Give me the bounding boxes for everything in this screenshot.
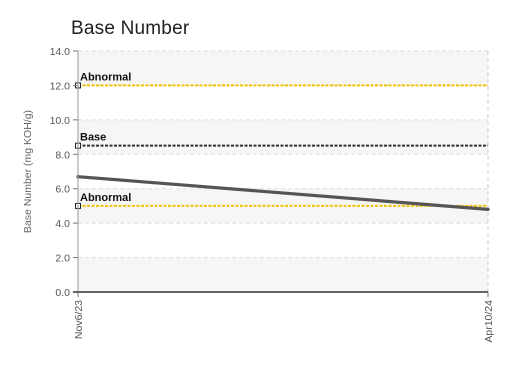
- reference-label: Base: [80, 132, 106, 144]
- y-tick-label: 14.0: [50, 46, 71, 58]
- y-tick-label: 4.0: [55, 218, 70, 230]
- grid-bands: [78, 51, 488, 292]
- y-tick-label: 0.0: [55, 287, 70, 299]
- y-tick-label: 8.0: [55, 149, 70, 161]
- tick-labels: 0.0 2.0 4.0 6.0 8.0 10.0 12.0 14.0 Base Number (…: [22, 46, 495, 343]
- series-group: [76, 175, 490, 211]
- grid-band: [78, 119, 488, 155]
- grid-band: [78, 51, 488, 86]
- x-tick-label: Apr10/24: [483, 300, 495, 343]
- reference-label: Abnormal: [80, 192, 131, 204]
- series-line: [76, 175, 490, 211]
- grid-band: [78, 257, 488, 292]
- data-point: [486, 207, 490, 211]
- reference-label: Abnormal: [80, 71, 131, 83]
- y-tick-label: 12.0: [50, 80, 71, 92]
- reference-lines: Abnormal Base Abnormal: [75, 71, 488, 209]
- y-tick-label: 2.0: [55, 253, 70, 265]
- axes: [73, 50, 489, 297]
- y-tick-label: 6.0: [55, 184, 70, 196]
- x-tick-label: Nov6/23: [73, 300, 85, 339]
- grid-lines: [77, 50, 489, 292]
- y-tick-label: 10.0: [50, 115, 71, 127]
- y-axis-label: Base Number (mg KOH/g): [22, 110, 34, 233]
- chart-title: Base Number: [71, 18, 190, 39]
